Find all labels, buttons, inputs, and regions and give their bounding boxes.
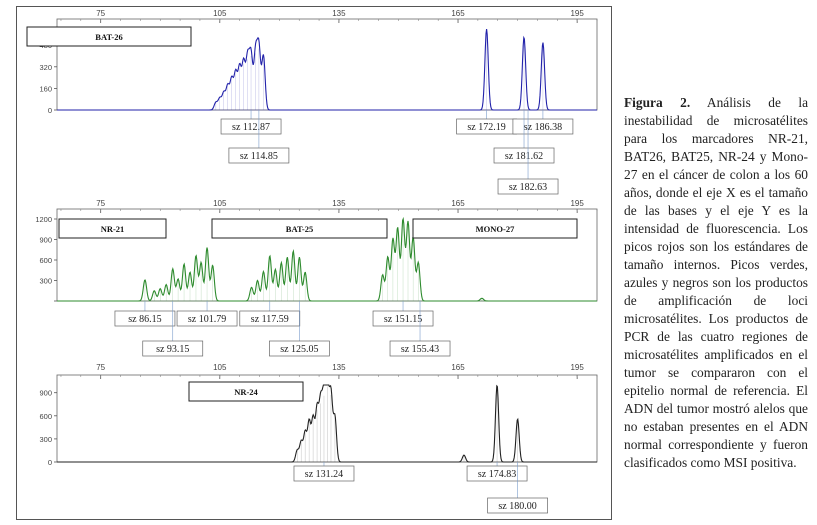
y-tick-label: 320 (39, 63, 52, 72)
x-tick-label: 135 (332, 363, 346, 372)
marker-label: MONO-27 (476, 224, 515, 234)
size-label-box (269, 340, 330, 357)
size-label: sz 172.19 (467, 122, 505, 133)
size-label: sz 125.05 (280, 344, 318, 355)
size-label-box (497, 178, 559, 195)
marker-label: BAT-25 (286, 224, 313, 234)
x-tick-label: 195 (570, 199, 584, 208)
x-tick-label: 195 (570, 9, 584, 18)
marker-box (188, 381, 304, 402)
size-label: sz 131.24 (305, 469, 343, 480)
size-label-box (466, 465, 528, 482)
marker-box (412, 218, 578, 239)
size-label-box (293, 465, 355, 482)
size-label: sz 186.38 (524, 122, 562, 133)
size-label: sz 174.83 (478, 469, 516, 480)
size-label-box (372, 310, 434, 327)
panel-2: 75 105 135 165 195 300 600 900 1200 NR-21 BAT-25 MO… (35, 199, 598, 357)
size-label-box (493, 147, 555, 164)
signal-trace (57, 384, 597, 463)
x-tick-label: 165 (451, 199, 465, 208)
x-tick-label: 105 (213, 363, 227, 372)
x-tick-label: 75 (96, 363, 105, 372)
size-label-box (176, 310, 238, 327)
size-label: sz 151.15 (384, 314, 422, 325)
x-tick-label: 105 (213, 9, 227, 18)
y-tick-label: 900 (39, 236, 52, 245)
size-label-box (220, 118, 282, 135)
y-tick-label: 0 (48, 458, 52, 467)
size-label: sz 155.43 (401, 344, 439, 355)
y-tick-label: 0 (48, 106, 52, 115)
marker-label: BAT-26 (95, 32, 122, 42)
x-tick-label: 105 (213, 199, 227, 208)
y-tick-label: 600 (39, 412, 52, 421)
size-label: sz 86.15 (128, 314, 161, 325)
size-label: sz 181.62 (505, 151, 543, 162)
x-tick-label: 135 (332, 199, 346, 208)
size-label-box (389, 340, 451, 357)
size-label: sz 101.79 (188, 314, 226, 325)
x-tick-label: 135 (332, 9, 346, 18)
y-tick-label: 1200 (35, 215, 52, 224)
y-tick-label: 300 (39, 277, 52, 286)
signal-trace (57, 216, 597, 302)
size-label-box (142, 340, 204, 357)
size-label-box (487, 497, 548, 514)
x-tick-label: 165 (451, 363, 465, 372)
size-label: sz 180.00 (498, 501, 536, 512)
y-tick-label: 300 (39, 435, 52, 444)
marker-box (58, 218, 167, 239)
size-label: sz 182.63 (509, 182, 547, 193)
size-label-box (114, 310, 176, 327)
x-tick-label: 75 (96, 199, 105, 208)
x-tick-label: 195 (570, 363, 584, 372)
y-tick-label: 160 (39, 84, 52, 93)
marker-label: NR-21 (101, 224, 125, 234)
size-label: sz 117.59 (251, 314, 289, 325)
signal-trace (57, 28, 597, 111)
marker-label: NR-24 (234, 387, 258, 397)
marker-box (26, 26, 192, 47)
x-tick-label: 165 (451, 9, 465, 18)
marker-box (211, 218, 388, 239)
y-tick-label: 900 (39, 389, 52, 398)
size-label: sz 93.15 (156, 344, 189, 355)
size-label-box (239, 310, 301, 327)
x-tick-label: 75 (96, 9, 105, 18)
size-label: sz 114.85 (240, 151, 278, 162)
size-label-box (228, 147, 290, 164)
plot-border (56, 374, 598, 463)
caption-label: Figura 2. (624, 95, 691, 110)
panel-3: 75 105 135 165 195 0 300 600 900 NR-24 sz 131.24 sz… (39, 363, 598, 514)
figure-caption: Figura 2. Análisis de la inestabilidad d… (624, 94, 808, 472)
size-label: sz 112.87 (232, 122, 270, 133)
y-tick-label: 600 (39, 256, 52, 265)
caption-text: Análisis de la inestabilidad de microsat… (624, 95, 809, 470)
